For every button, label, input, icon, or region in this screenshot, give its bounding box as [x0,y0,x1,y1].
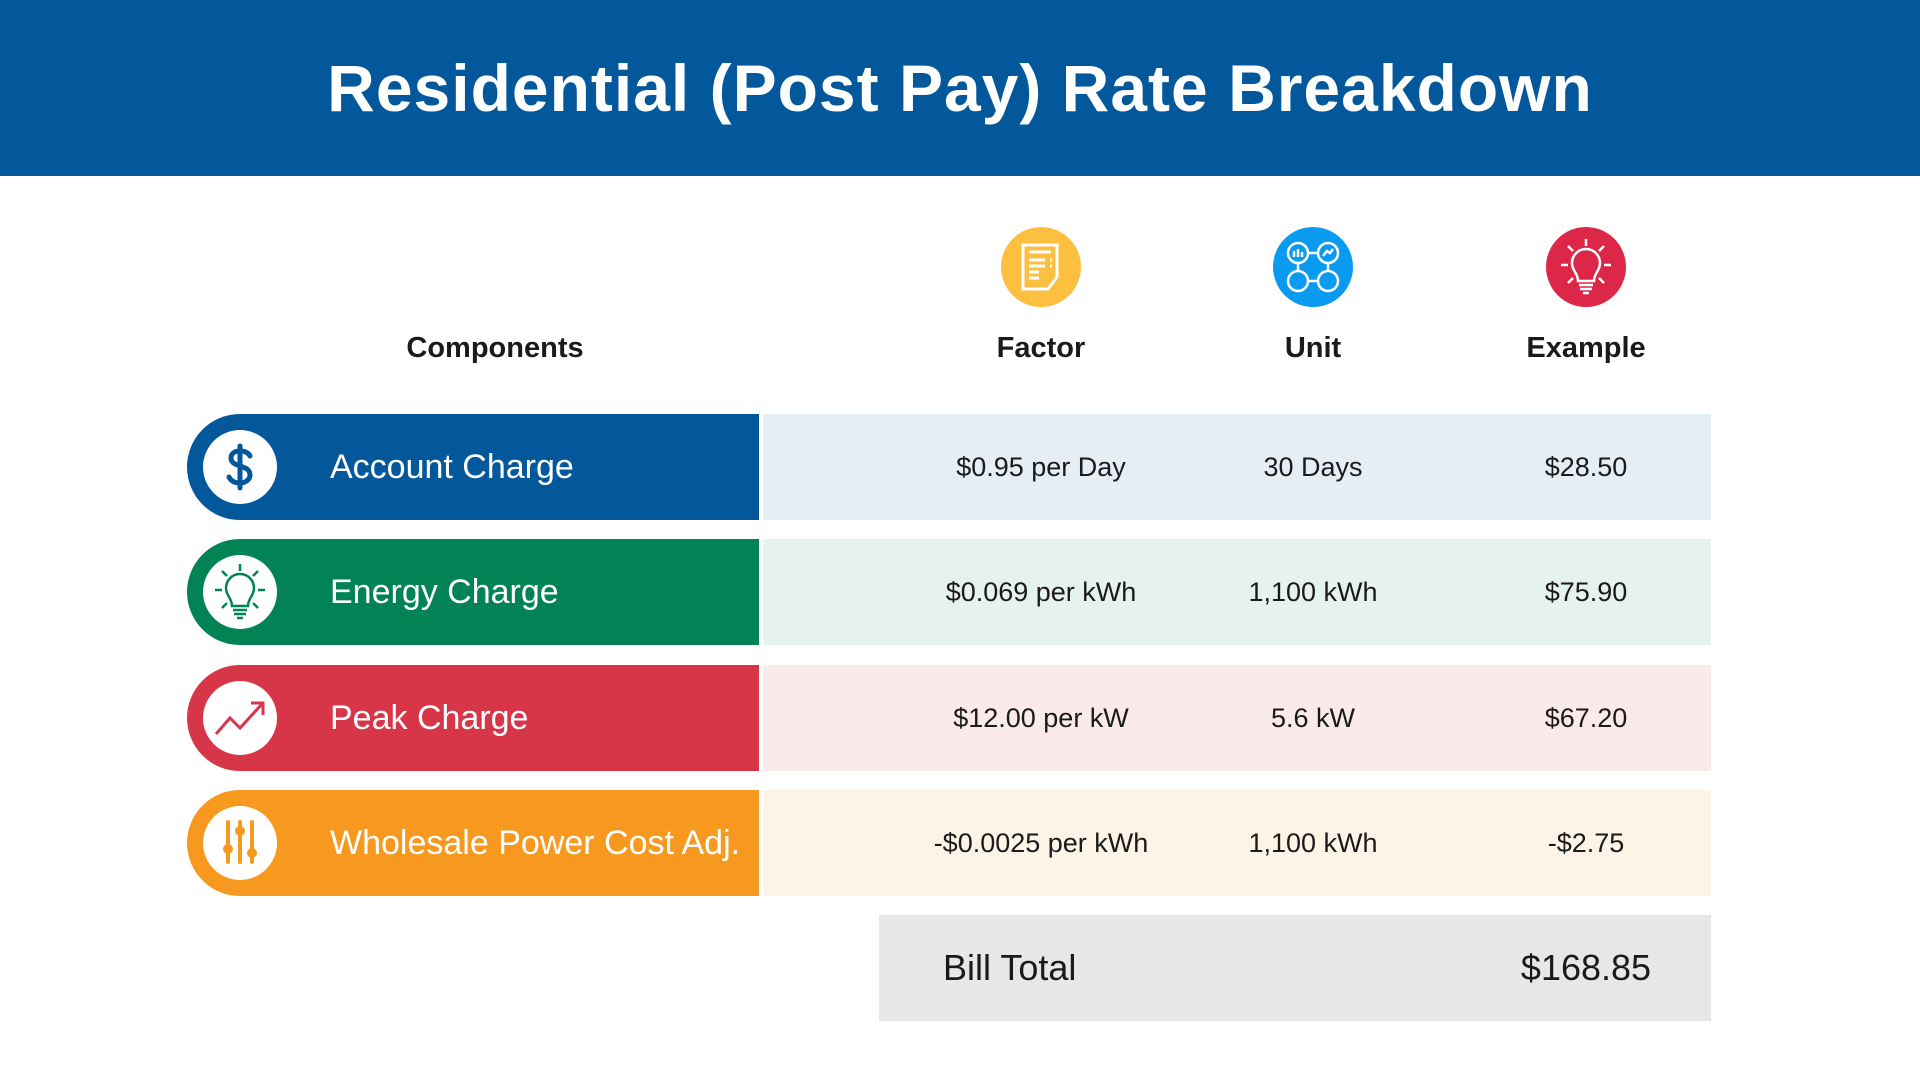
example-cell: -$2.75 [1547,828,1625,858]
header-unit: Unit [1284,332,1342,364]
row-values-bg [763,414,1711,520]
lightbulb-icon [1546,227,1626,307]
unit-cell: 5.6 kW [1270,703,1356,733]
page-title: Residential (Post Pay) Rate Breakdown [327,51,1593,125]
row-values-bg [763,539,1711,645]
header-example: Example [1526,332,1646,364]
title-banner: Residential (Post Pay) Rate Breakdown [0,0,1920,176]
analytics-icon [1273,227,1353,307]
component-label-energy: Energy Charge [187,539,759,645]
unit-cell: 30 Days [1263,452,1363,482]
dollar-icon [203,430,277,504]
table-row: Peak Charge $12.00 per kW 5.6 kW $67.20 [187,665,1711,771]
factor-cell: $12.00 per kW [953,703,1129,733]
component-name: Wholesale Power Cost Adj. [330,823,741,862]
sliders-icon [203,806,277,880]
bill-total-value: $168.85 [1520,947,1652,988]
row-values-bg [763,665,1711,771]
component-name: Peak Charge [330,698,529,737]
component-label-wholesale: Wholesale Power Cost Adj. [187,790,759,896]
component-label-peak: Peak Charge [187,665,759,771]
factor-cell: $0.95 per Day [956,452,1126,482]
example-cell: $28.50 [1544,452,1628,482]
trend-up-icon [203,681,277,755]
header-factor: Factor [996,332,1086,364]
bill-total-row: Bill Total $168.85 [879,915,1711,1021]
unit-cell: 1,100 kWh [1248,577,1378,607]
table-row: Energy Charge $0.069 per kWh 1,100 kWh $… [187,539,1711,645]
factor-cell: $0.069 per kWh [945,577,1137,607]
row-values-bg [763,790,1711,896]
lightbulb-icon [203,555,277,629]
example-cell: $75.90 [1544,577,1628,607]
table-row: Wholesale Power Cost Adj. -$0.0025 per k… [187,790,1711,896]
unit-cell: 1,100 kWh [1248,828,1378,858]
table-row: Account Charge $0.95 per Day 30 Days $28… [187,414,1711,520]
header-components: Components [406,332,584,364]
bill-total-label: Bill Total [943,947,1077,988]
component-label-account: Account Charge [187,414,759,520]
example-cell: $67.20 [1544,703,1628,733]
factor-cell: -$0.0025 per kWh [933,828,1149,858]
document-icon [1001,227,1081,307]
component-name: Account Charge [330,447,574,486]
component-name: Energy Charge [330,572,559,611]
